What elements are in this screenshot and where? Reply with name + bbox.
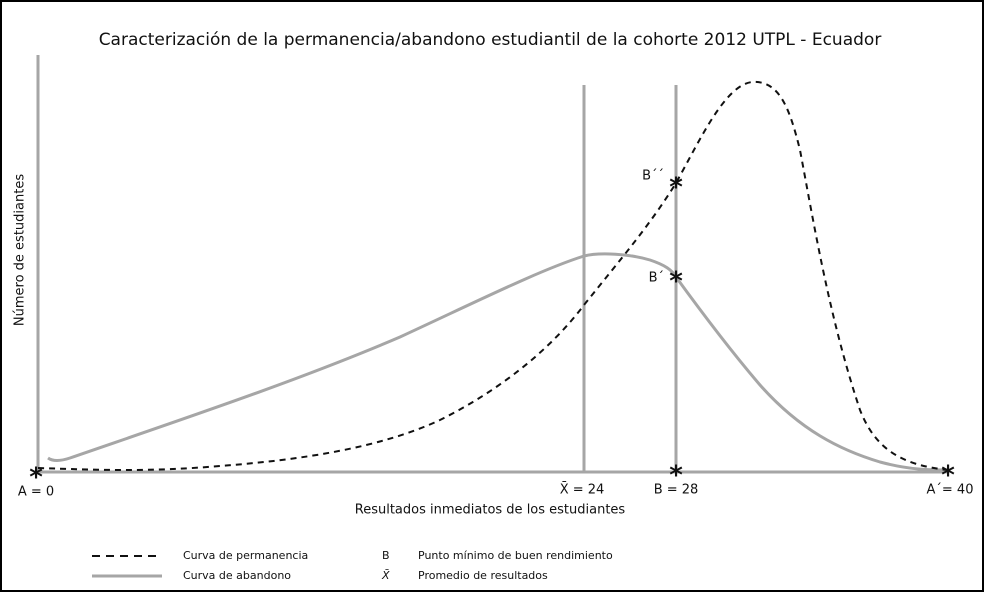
legend-label: Curva de permanencia: [183, 549, 308, 562]
asterisk: *: [941, 461, 955, 491]
asterisk: *: [29, 463, 43, 493]
point-label: A´= 40: [927, 483, 974, 498]
asterisk: *: [669, 461, 683, 491]
point-label: B = 28: [654, 483, 699, 498]
x-label: Resultados inmediatos de los estudiantes: [355, 503, 626, 518]
legend-description: Punto mínimo de buen rendimiento: [418, 549, 613, 562]
point-label: X̄ = 24: [560, 482, 605, 497]
point-label: A = 0: [18, 485, 54, 500]
permanencia-curve: [37, 80, 949, 471]
asterisk: *: [669, 173, 683, 203]
y-label: Número de estudiantes: [13, 174, 28, 326]
legend-description: Promedio de resultados: [418, 569, 548, 582]
legend-key: B: [382, 549, 390, 562]
legend-label: Curva de abandono: [183, 569, 291, 582]
legend-key: X̄: [381, 569, 390, 582]
axes: [36, 55, 949, 474]
point-label: B´´: [642, 169, 664, 184]
asterisk: *: [669, 267, 683, 297]
point-label: B´: [649, 271, 664, 286]
title: Caracterización de la permanencia/abando…: [99, 30, 882, 50]
abandono-curve: [47, 252, 949, 472]
